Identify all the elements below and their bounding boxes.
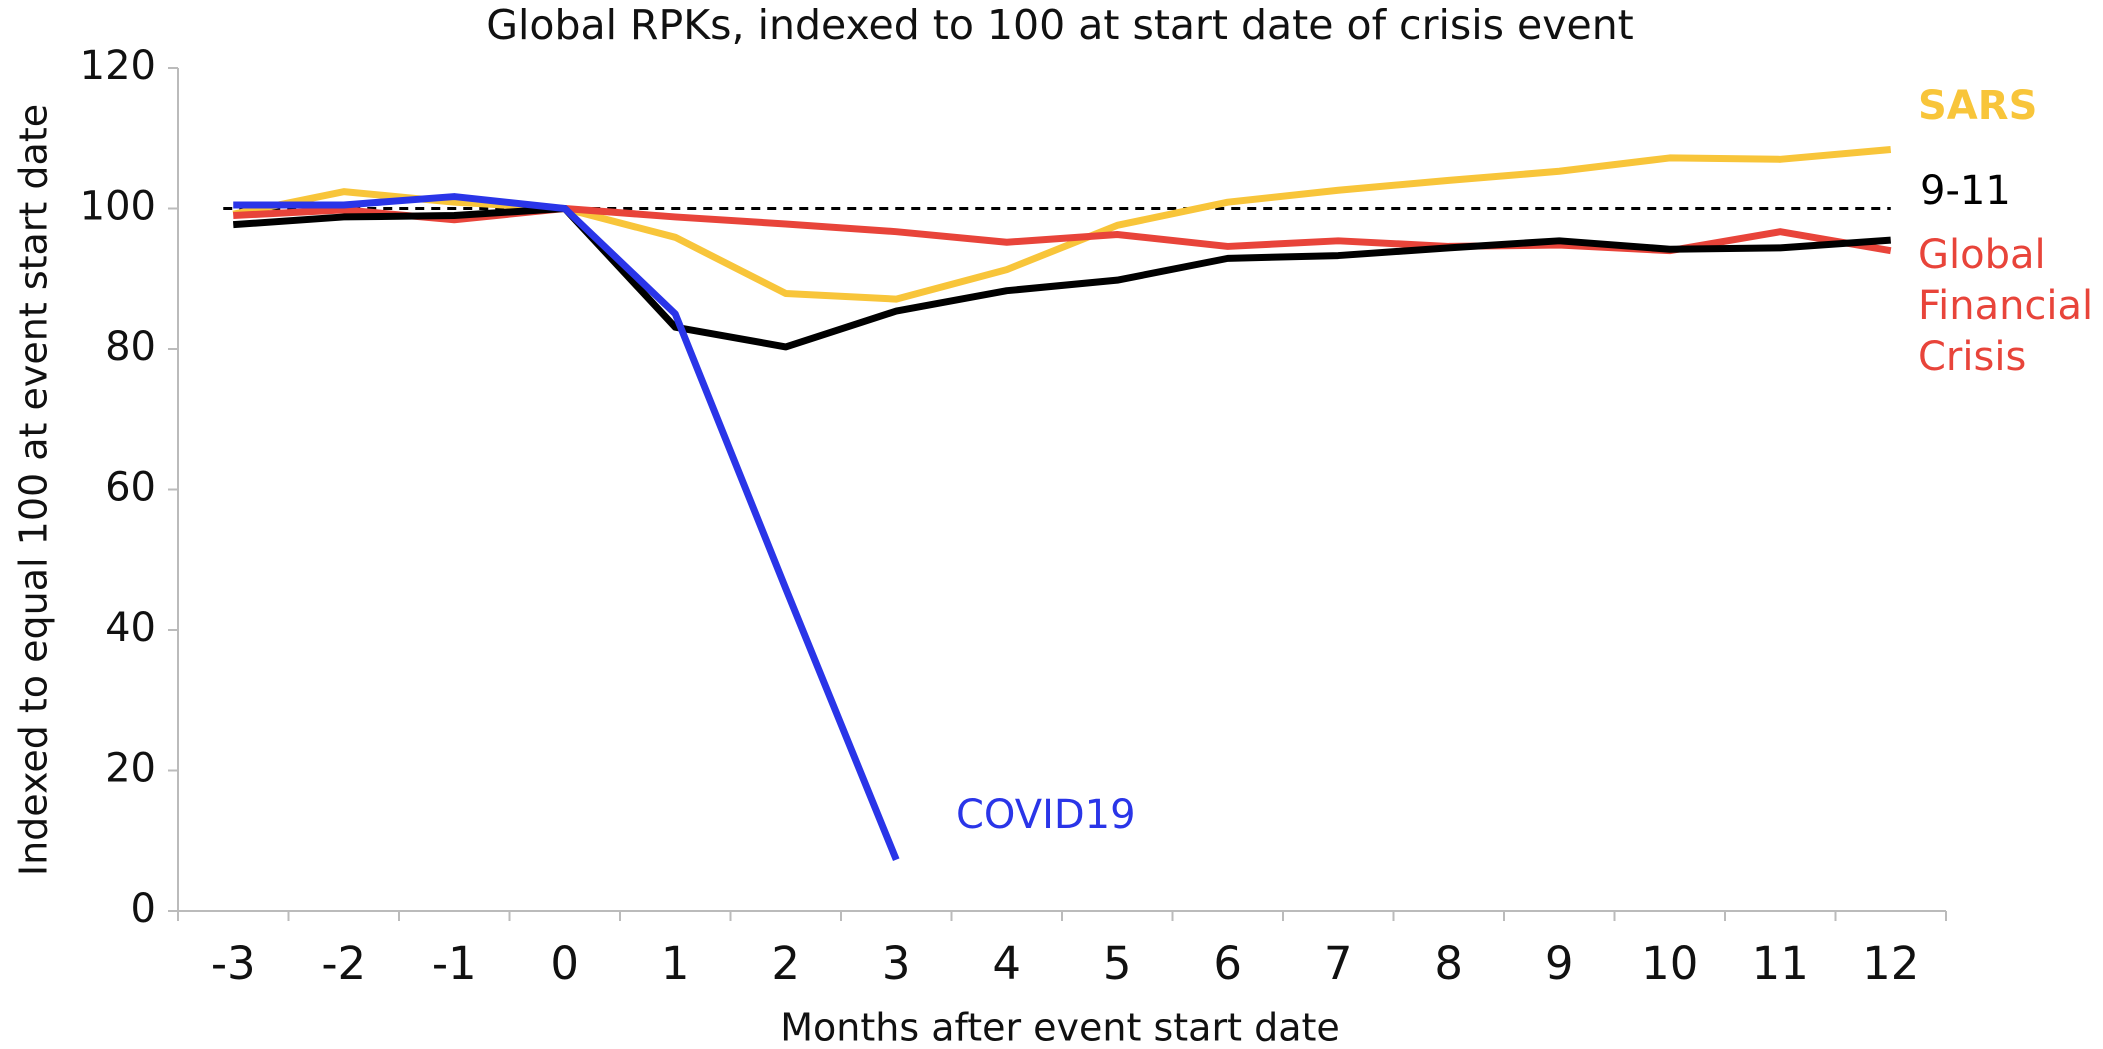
x-tick-label: 9 [1545,937,1574,990]
x-tick-label: 1 [661,937,690,990]
x-tick-label: 8 [1434,937,1463,990]
x-axis-label: Months after event start date [780,1006,1340,1049]
series-line [233,193,900,862]
series-label: 9-11 [1920,168,2011,214]
x-tick-label: -1 [432,937,477,990]
x-tick-label: -3 [211,937,256,990]
x-tick-label: 3 [882,937,911,990]
x-tick-label: 12 [1862,937,1919,990]
y-tick-label: 40 [105,605,156,651]
series-label: SARS [1918,83,2038,129]
series-label: COVID19 [956,792,1136,838]
series-line [233,205,1891,351]
series-line [232,146,1892,303]
x-tick-label: 4 [992,937,1021,990]
x-tick-label: 6 [1213,937,1242,990]
x-tick-label: 0 [550,937,579,990]
series-label: Global Financial Crisis [1918,232,2094,380]
y-tick-label: 120 [80,43,156,89]
chart-title: Global RPKs, indexed to 100 at start dat… [486,1,1634,49]
y-tick-label: 60 [105,465,156,511]
y-tick-label: 20 [105,746,156,792]
x-tick-label: 11 [1752,937,1809,990]
x-tick-label: 10 [1641,937,1698,990]
x-tick-label: 2 [771,937,800,990]
y-tick-label: 80 [105,324,156,370]
x-tick-label: -2 [321,937,366,990]
y-axis-label: Indexed to equal 100 at event start date [12,104,56,876]
y-tick-label: 100 [80,184,156,230]
x-tick-label: 5 [1103,937,1132,990]
y-tick-label: 0 [131,886,156,932]
x-tick-label: 7 [1324,937,1353,990]
